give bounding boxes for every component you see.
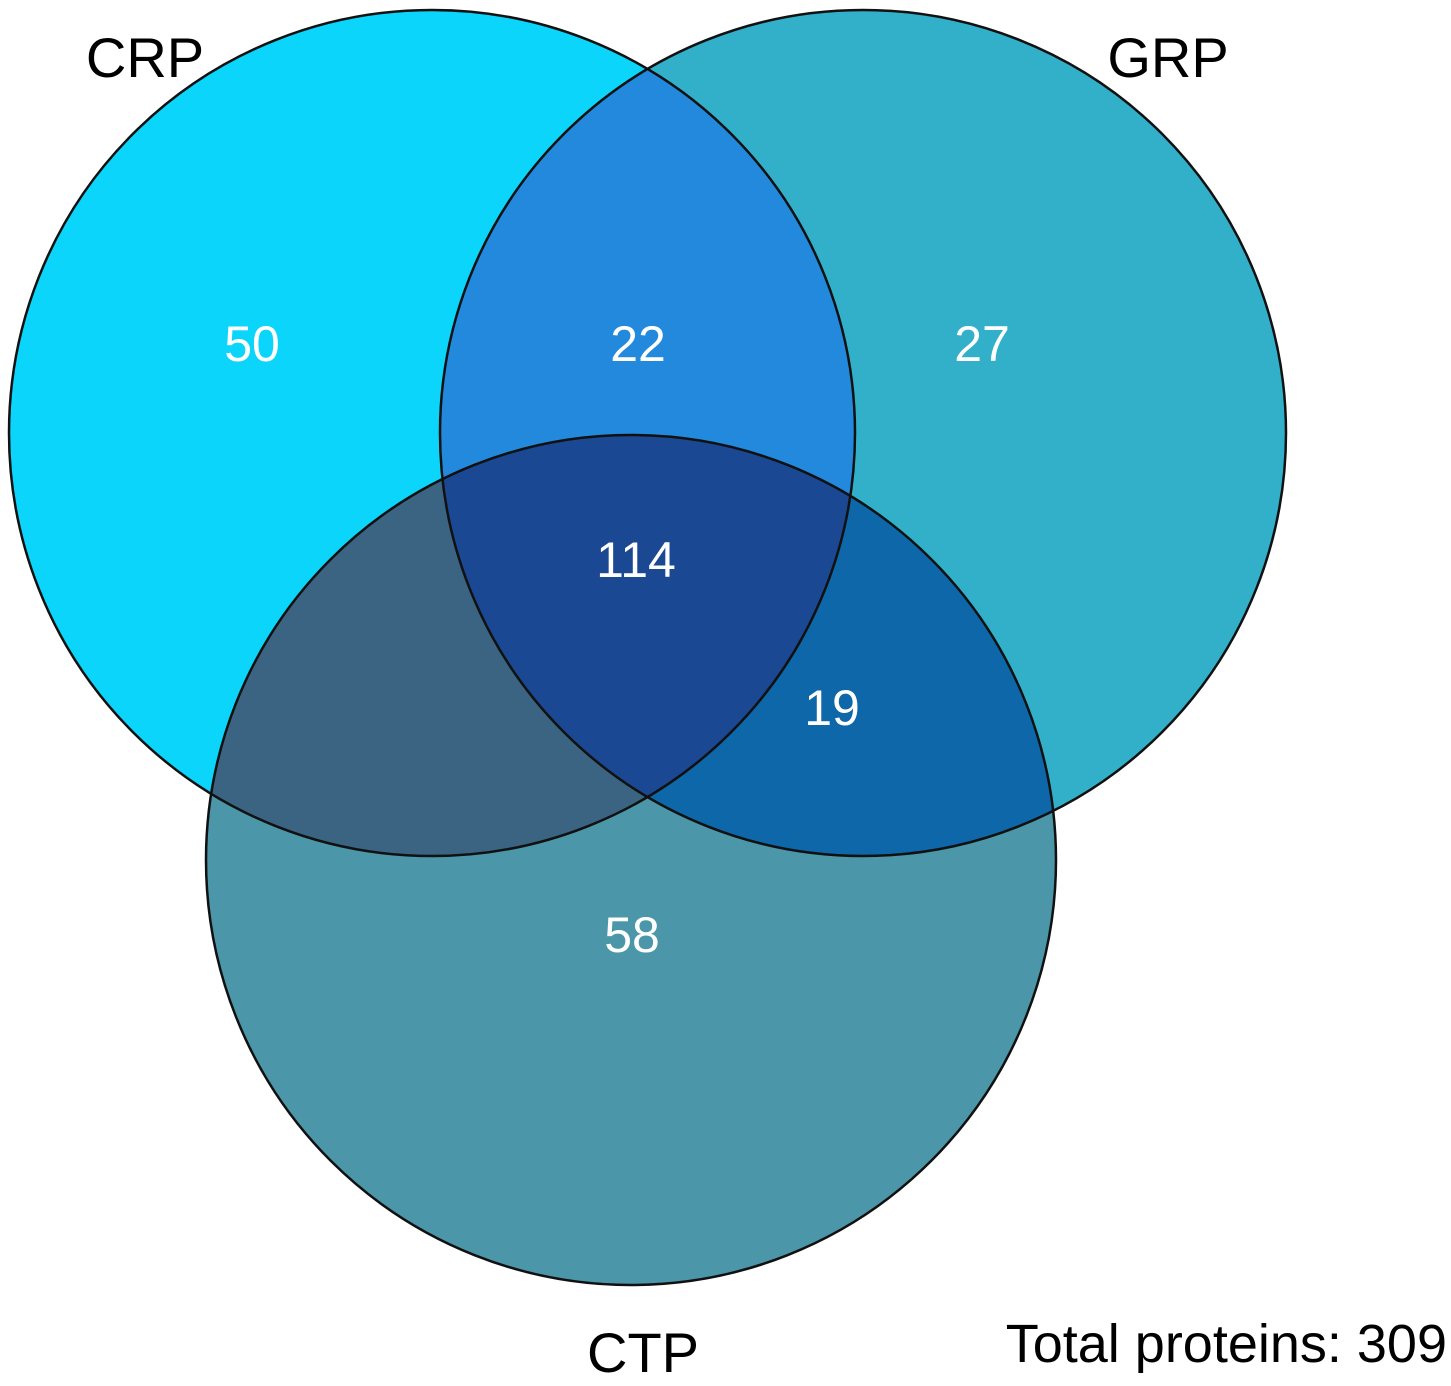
set-label-grp: GRP: [1107, 26, 1228, 89]
count-all-three: 114: [596, 532, 676, 588]
outline-grp: [438, 8, 1288, 858]
count-grp-ctp: 19: [804, 680, 860, 736]
outline-crp: [7, 8, 857, 858]
region-grp-ctp: [440, 435, 1056, 856]
outline-ctp: [204, 433, 1058, 1287]
count-crp-grp: 22: [610, 316, 666, 372]
count-crp-only: 50: [224, 316, 280, 372]
count-grp-only: 27: [954, 316, 1010, 372]
total-proteins-label: Total proteins: 309: [1006, 1314, 1447, 1374]
set-label-crp: CRP: [86, 26, 204, 89]
count-ctp-only: 58: [604, 907, 660, 963]
set-label-ctp: CTP: [587, 1321, 699, 1384]
